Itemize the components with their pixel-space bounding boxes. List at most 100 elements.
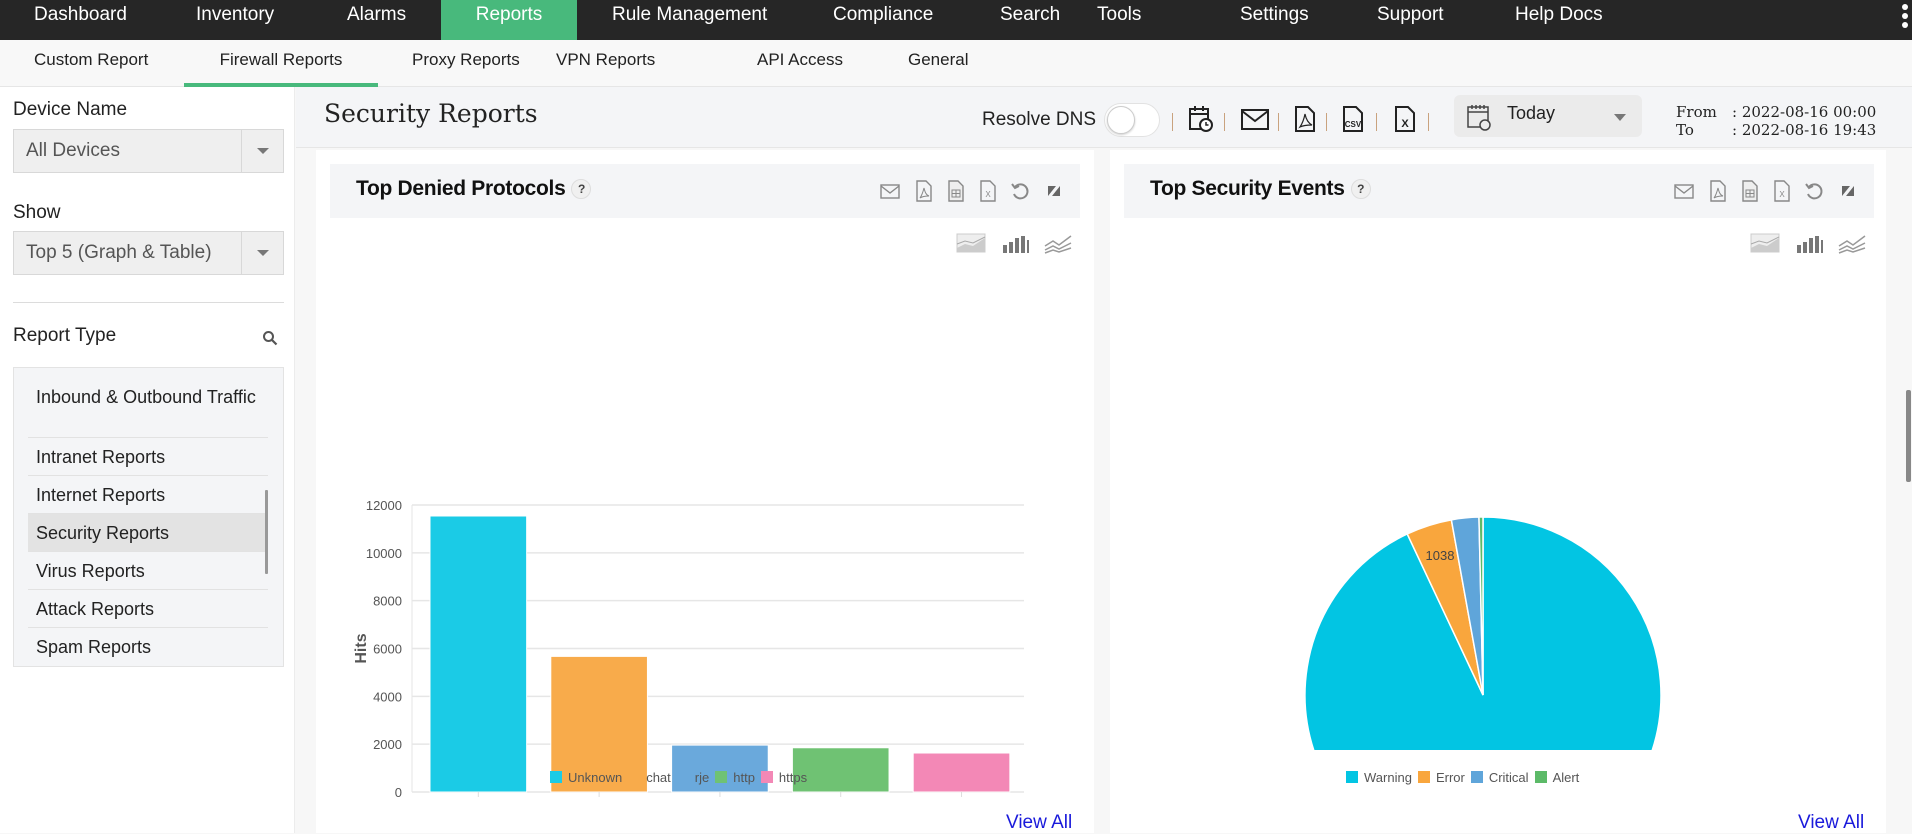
report-type-label: Report Type [13, 325, 116, 347]
nav-inventory[interactable]: Inventory [196, 0, 274, 40]
legend-swatch[interactable] [715, 771, 727, 783]
nav-rule-management[interactable]: Rule Management [612, 0, 767, 40]
report-type-virus[interactable]: Virus Reports [28, 552, 268, 590]
svg-text:CSV: CSV [1345, 120, 1362, 129]
page-scrollbar[interactable] [1906, 390, 1911, 482]
area-chart-icon[interactable] [956, 232, 986, 254]
legend-swatch[interactable] [677, 771, 689, 783]
panel-actions: X [1674, 180, 1874, 202]
nav-tools[interactable]: Tools [1097, 0, 1141, 40]
bar-chart-icon[interactable] [1794, 232, 1824, 254]
search-icon[interactable] [262, 330, 278, 346]
legend-swatch[interactable] [1418, 771, 1430, 783]
legend-swatch[interactable] [1471, 771, 1483, 783]
nav-settings[interactable]: Settings [1240, 0, 1309, 40]
divider [1376, 113, 1377, 131]
nav-compliance[interactable]: Compliance [833, 0, 933, 40]
report-type-attack[interactable]: Attack Reports [28, 590, 268, 628]
area-chart-icon[interactable] [1750, 232, 1780, 254]
sidebar: Device Name All Devices Show Top 5 (Grap… [0, 87, 295, 833]
nav-search[interactable]: Search [1000, 0, 1060, 40]
line-chart-icon[interactable] [1838, 232, 1868, 254]
expand-icon[interactable] [1044, 180, 1064, 202]
pdf-icon[interactable] [1292, 105, 1318, 133]
legend-label[interactable]: chat [646, 770, 671, 785]
divider [1428, 113, 1429, 131]
legend-label[interactable]: Unknown [568, 770, 622, 785]
tab-vpn-reports[interactable]: VPN Reports [556, 40, 655, 87]
nav-reports[interactable]: Reports [441, 0, 577, 40]
svg-text:Hits: Hits [353, 633, 370, 663]
refresh-icon[interactable] [1804, 180, 1824, 202]
tab-firewall-reports[interactable]: Firewall Reports [184, 40, 378, 87]
chevron-down-icon[interactable] [241, 130, 283, 172]
email-icon[interactable] [1240, 105, 1270, 133]
csv-icon[interactable] [946, 180, 966, 202]
help-icon[interactable]: ? [571, 179, 591, 199]
csv-icon[interactable] [1740, 180, 1760, 202]
pdf-icon[interactable] [1708, 180, 1728, 202]
chevron-down-icon[interactable] [241, 232, 283, 274]
legend-label[interactable]: Error [1436, 770, 1465, 785]
legend-label[interactable]: Alert [1553, 770, 1580, 785]
tab-proxy-reports[interactable]: Proxy Reports [412, 40, 520, 87]
legend-label[interactable]: https [779, 770, 807, 785]
legend-swatch[interactable] [761, 771, 773, 783]
tab-general[interactable]: General [908, 40, 968, 87]
divider [1172, 113, 1173, 131]
device-name-select[interactable]: All Devices [13, 129, 284, 173]
bar-chart-icon[interactable] [1000, 232, 1030, 254]
refresh-icon[interactable] [1010, 180, 1030, 202]
nav-support[interactable]: Support [1377, 0, 1444, 40]
view-all-link[interactable]: View All [1006, 812, 1072, 834]
gutter [296, 148, 316, 833]
show-select[interactable]: Top 5 (Graph & Table) [13, 231, 284, 275]
help-icon[interactable]: ? [1351, 179, 1371, 199]
legend-swatch[interactable] [1346, 771, 1358, 783]
excel-icon[interactable]: X [1772, 180, 1792, 202]
bar-https [913, 753, 1010, 792]
list-scrollbar[interactable] [265, 490, 268, 574]
email-icon[interactable] [880, 180, 900, 202]
bar-unknown [430, 516, 527, 792]
nav-dashboard[interactable]: Dashboard [34, 0, 127, 40]
report-type-intranet[interactable]: Intranet Reports [28, 438, 268, 476]
panel-header: Top Denied Protocols? X [330, 164, 1080, 218]
csv-icon[interactable]: CSV [1340, 105, 1366, 133]
to-value: : 2022-08-16 19:43 [1732, 121, 1876, 139]
view-all-link[interactable]: View All [1798, 812, 1864, 834]
line-chart-icon[interactable] [1044, 232, 1074, 254]
legend-swatch[interactable] [1535, 771, 1547, 783]
pdf-icon[interactable] [914, 180, 934, 202]
tab-custom-report[interactable]: Custom Report [34, 40, 148, 87]
legend-swatch[interactable] [628, 771, 640, 783]
more-menu-icon[interactable] [1900, 2, 1910, 32]
nav-help-docs[interactable]: Help Docs [1515, 0, 1603, 40]
legend-label[interactable]: http [733, 770, 755, 785]
schedule-icon[interactable] [1188, 105, 1214, 133]
report-type-security[interactable]: Security Reports [28, 514, 268, 552]
report-type-inbound-outbound[interactable]: Inbound & Outbound Traffic [28, 384, 268, 438]
nav-alarms[interactable]: Alarms [347, 0, 406, 40]
legend-label[interactable]: Warning [1364, 770, 1412, 785]
report-type-internet[interactable]: Internet Reports [28, 476, 268, 514]
legend-label[interactable]: rje [695, 770, 709, 785]
excel-icon[interactable]: X [978, 180, 998, 202]
legend-label[interactable]: Critical [1489, 770, 1529, 785]
svg-text:X: X [1401, 118, 1409, 130]
period-select[interactable]: Today [1454, 95, 1642, 137]
legend-swatch[interactable] [550, 771, 562, 783]
page-title: Security Reports [324, 99, 538, 128]
pie-chart: 232291038 [1110, 350, 1886, 750]
email-icon[interactable] [1674, 180, 1694, 202]
excel-icon[interactable]: X [1392, 105, 1418, 133]
report-type-spam[interactable]: Spam Reports [28, 628, 268, 666]
svg-text:X: X [1779, 190, 1785, 199]
chevron-down-icon [1614, 114, 1626, 121]
gutter [1094, 148, 1110, 833]
report-type-list: Inbound & Outbound Traffic Intranet Repo… [13, 367, 284, 667]
tab-api-access[interactable]: API Access [757, 40, 843, 87]
svg-text:6000: 6000 [373, 642, 402, 657]
resolve-dns-toggle[interactable] [1104, 103, 1160, 137]
expand-icon[interactable] [1838, 180, 1858, 202]
